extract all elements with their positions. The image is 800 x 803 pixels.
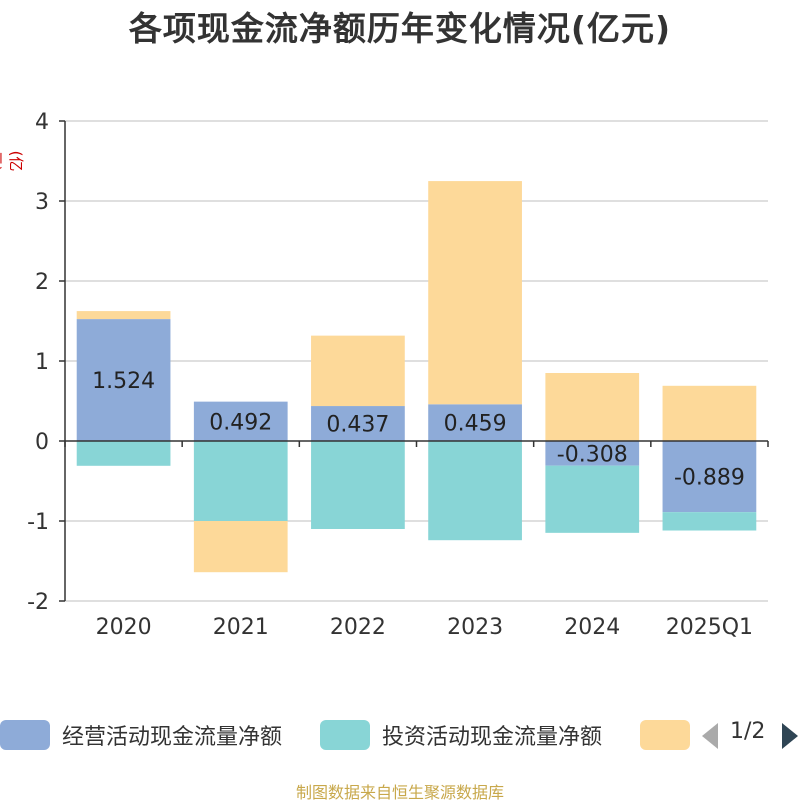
data-label-2024: -0.308 (557, 442, 628, 467)
legend-next-arrow-icon[interactable] (782, 723, 798, 749)
bar-series-0-2025Q1 (662, 441, 757, 513)
legend-swatch-investing (320, 720, 370, 750)
y-tick-label: 2 (35, 270, 49, 295)
bar-series-1-2025Q1 (662, 512, 757, 531)
bar-series-1-2021 (193, 441, 288, 521)
stacked-bar-chart: 4 3 2 1 0 -1 -2 2020 2021 2022 2023 2024 2025Q1 1.52… (27, 110, 769, 640)
bar-series-2-2021 (193, 521, 288, 573)
grid-lines (65, 120, 768, 602)
y-tick-label: -1 (27, 510, 49, 535)
y-tick-label: 4 (35, 110, 49, 135)
bar-series-1-2022 (311, 441, 405, 529)
bar-series-1-2023 (428, 441, 522, 541)
legend-label-investing: 投资活动现金流量净额 (382, 725, 603, 750)
bars (76, 181, 757, 573)
legend-prev-arrow-icon[interactable] (702, 723, 718, 749)
y-tick-label: 1 (35, 350, 49, 375)
x-tick-label-2024: 2024 (564, 615, 620, 640)
y-tick-label: 0 (35, 430, 49, 455)
bar-series-2-2023 (428, 181, 522, 405)
x-tick-label-2021: 2021 (213, 615, 269, 640)
data-label-2025Q1: -0.889 (674, 466, 745, 491)
legend-item-operating[interactable]: 经营活动现金流量净额 (0, 715, 282, 755)
x-tick-label-2022: 2022 (330, 615, 386, 640)
x-tick-label-2025Q1: 2025Q1 (666, 615, 753, 640)
bar-series-0-2023 (428, 404, 522, 441)
source-note: 制图数据来自恒生聚源数据库 (295, 783, 504, 802)
chart-title: 各项现金流净额历年变化情况(亿元) (128, 9, 672, 48)
data-label-2020: 1.524 (92, 369, 155, 394)
legend-swatch-third (640, 720, 690, 750)
bar-series-1-2024 (545, 465, 640, 533)
bar-series-0-2024 (545, 441, 640, 466)
data-label-2023: 0.459 (444, 412, 507, 437)
legend-page-indicator: 1/2 (730, 719, 766, 744)
data-labels: 1.524 0.492 0.437 0.459 -0.308 -0.889 (92, 369, 745, 491)
legend-label-operating: 经营活动现金流量净额 (62, 725, 283, 750)
data-label-2022: 0.437 (326, 413, 389, 438)
legend: 经营活动现金流量净额 投资活动现金流量净额 (0, 715, 800, 755)
bar-series-2-2025Q1 (662, 385, 757, 441)
bar-series-1-2020 (76, 441, 171, 466)
x-tick-label-2020: 2020 (96, 615, 152, 640)
legend-item-third[interactable] (640, 715, 690, 755)
data-label-2021: 0.492 (209, 410, 272, 435)
legend-swatch-operating (0, 720, 50, 750)
y-tick-label: -2 (27, 590, 49, 615)
legend-item-investing[interactable]: 投资活动现金流量净额 (320, 715, 602, 755)
bar-series-0-2021 (193, 401, 288, 441)
y-tick-label: 3 (35, 190, 49, 215)
axes: 4 3 2 1 0 -1 -2 2020 2021 2022 2023 2024 2025Q1 (27, 110, 769, 640)
bar-series-0-2022 (311, 406, 405, 441)
x-tick-label-2023: 2023 (447, 615, 503, 640)
bar-series-2-2022 (311, 335, 405, 407)
bar-series-2-2020 (76, 311, 171, 320)
bar-series-2-2024 (545, 373, 640, 441)
bar-series-0-2020 (76, 319, 171, 441)
